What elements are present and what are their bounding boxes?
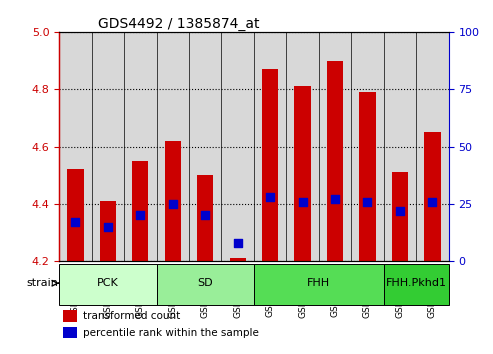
Text: SD: SD	[197, 278, 213, 288]
Bar	[59, 32, 92, 261]
Bar	[100, 201, 116, 261]
Point	[71, 219, 79, 225]
Bar	[392, 172, 408, 261]
Point	[234, 240, 242, 246]
Bar	[319, 32, 351, 261]
Bar	[156, 263, 254, 305]
Text: transformed count: transformed count	[82, 311, 180, 321]
Bar	[189, 32, 221, 261]
Bar	[351, 32, 384, 261]
Bar	[124, 32, 156, 261]
Bar	[132, 161, 148, 261]
Point	[201, 212, 209, 218]
Bar	[424, 132, 441, 261]
Bar	[254, 32, 286, 261]
Bar	[384, 263, 449, 305]
Bar	[416, 32, 449, 261]
Text: FHH.Pkhd1: FHH.Pkhd1	[386, 278, 447, 288]
Text: percentile rank within the sample: percentile rank within the sample	[82, 328, 258, 338]
Point	[266, 194, 274, 200]
Bar	[197, 175, 213, 261]
Text: PCK: PCK	[97, 278, 119, 288]
Bar	[254, 263, 384, 305]
Text: FHH: FHH	[307, 278, 330, 288]
Text: GDS4492 / 1385874_at: GDS4492 / 1385874_at	[98, 17, 260, 31]
Bar	[327, 61, 343, 261]
Bar	[63, 310, 77, 322]
Point	[331, 196, 339, 202]
Point	[137, 212, 144, 218]
Point	[104, 224, 112, 230]
Text: strain: strain	[27, 278, 59, 288]
Bar	[230, 258, 246, 261]
Bar	[59, 263, 156, 305]
Bar	[156, 32, 189, 261]
Bar	[63, 327, 77, 338]
Bar	[165, 141, 181, 261]
Bar	[92, 32, 124, 261]
Bar	[359, 92, 376, 261]
Point	[396, 208, 404, 213]
Point	[299, 199, 307, 204]
Bar	[384, 32, 416, 261]
Bar	[262, 69, 278, 261]
Point	[428, 199, 436, 204]
Bar	[67, 170, 83, 261]
Point	[169, 201, 176, 207]
Bar	[286, 32, 319, 261]
Bar	[221, 32, 254, 261]
Bar	[294, 86, 311, 261]
Point	[363, 199, 371, 204]
